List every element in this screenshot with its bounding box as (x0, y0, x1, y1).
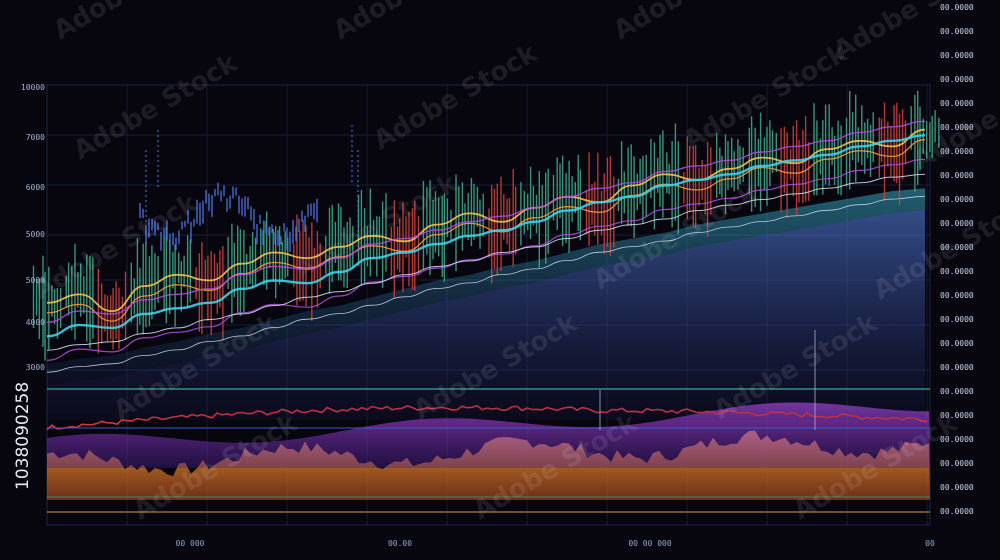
white-line-2 (46, 195, 926, 373)
x-axis-label: 00 00 000 (628, 539, 672, 548)
right-axis-label: 00.0000 (940, 339, 974, 348)
right-axis-label: 00.0000 (940, 171, 974, 180)
yellow-line (46, 128, 926, 313)
right-axis-label: 00.0000 (940, 147, 974, 156)
right-axis-label: 00.0000 (940, 243, 974, 252)
x-axis-label: 00 000 (176, 539, 205, 548)
right-axis-label: 00.0000 (940, 387, 974, 396)
x-axis-labels: 00 000 00.00 00 00 000 00 (176, 539, 935, 548)
right-axis-label: 00.0000 (940, 99, 974, 108)
right-axis-labels: 00.0000 00.0000 00.0000 00.0000 00.0000 00.00… (940, 3, 974, 516)
right-axis-label: 00.0000 (940, 267, 974, 276)
orange-line (46, 139, 926, 322)
watermark-side-id: 1038090258 (13, 382, 33, 490)
y-axis-label: 3000 (26, 363, 45, 372)
white-line (46, 173, 926, 351)
right-axis-label: 00.0000 (940, 291, 974, 300)
right-axis-label: 00.0000 (940, 459, 974, 468)
right-axis-label: 00.0000 (940, 27, 974, 36)
right-axis-label: 00.0000 (940, 435, 974, 444)
y-axis-label: 5000 (26, 276, 45, 285)
right-axis-label: 00.0000 (940, 219, 974, 228)
cyan-line (46, 134, 926, 338)
right-axis-label: 00.0000 (940, 123, 974, 132)
right-axis-label: 00.0000 (940, 483, 974, 492)
horizontal-reference-lines (47, 330, 930, 513)
y-axis-label: 10000 (21, 83, 45, 92)
blue-tick-series (139, 125, 359, 252)
x-axis-label: 00.00 (388, 539, 412, 548)
right-axis-label: 00.0000 (940, 195, 974, 204)
right-axis-label: 00.0000 (940, 75, 974, 84)
y-axis-label: 5000 (26, 230, 45, 239)
y-axis-label: 6000 (26, 183, 45, 192)
magenta-line (46, 120, 926, 323)
right-axis-label: 00.0000 (940, 3, 974, 12)
y-axis-label: 7000 (26, 133, 45, 142)
right-axis-label: 00.0000 (940, 363, 974, 372)
y-axis-label: 4000 (26, 318, 45, 327)
x-axis-label: 00 (925, 539, 935, 548)
right-axis-label: 00.0000 (940, 51, 974, 60)
violet-ribbon-area (47, 210, 925, 420)
right-axis-label: 00.0000 (940, 411, 974, 420)
indicator-lines (46, 120, 926, 373)
area-bands (46, 188, 930, 500)
right-axis-label: 00.0000 (940, 507, 974, 516)
y-axis-labels: 10000 7000 6000 5000 5000 4000 3000 (21, 83, 45, 372)
right-axis-label: 00.0000 (940, 315, 974, 324)
